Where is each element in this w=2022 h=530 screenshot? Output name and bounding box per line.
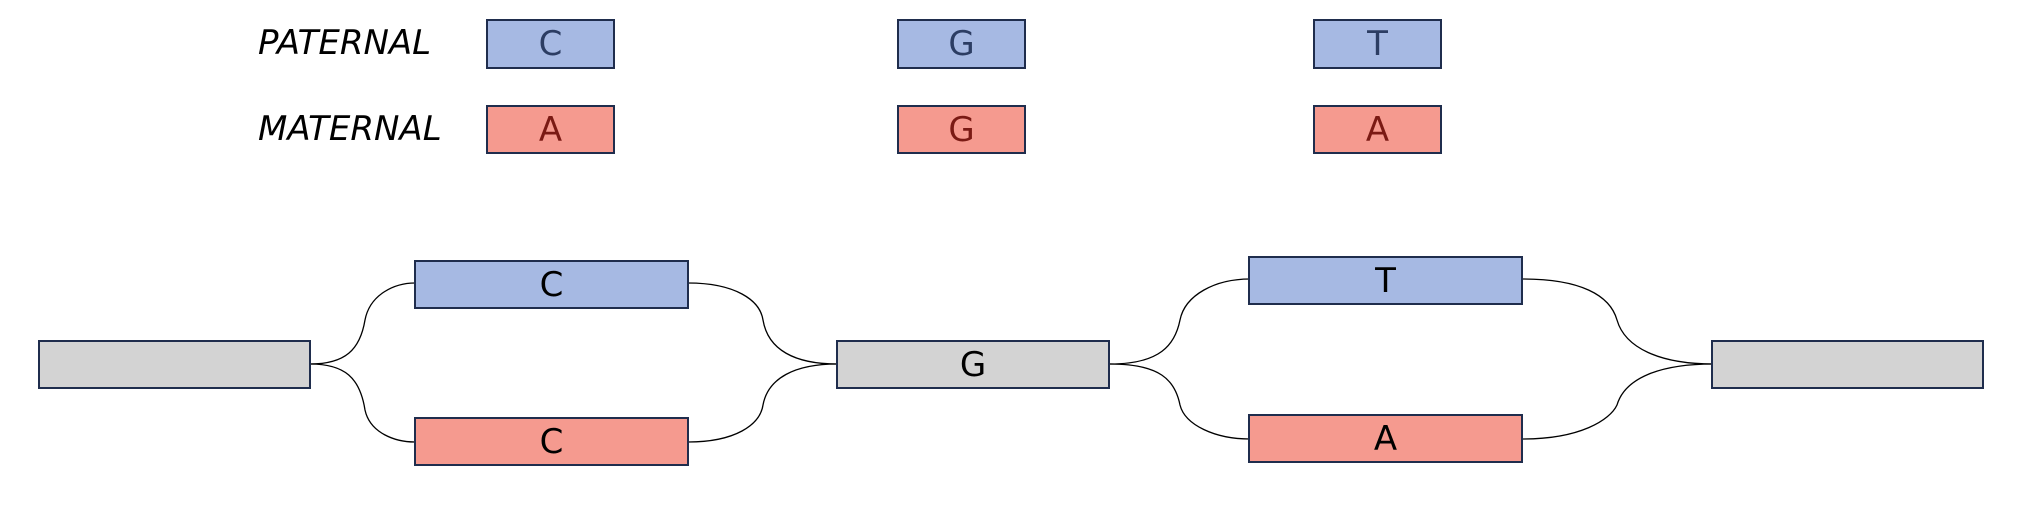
maternal-allele-3: A [1313, 105, 1442, 154]
edge-site2-to-site3-maternal [1109, 363, 1251, 440]
graph-node-site1-paternal: C [414, 260, 689, 309]
graph-node-start [38, 340, 311, 389]
edge-site3-paternal-to-end [1522, 278, 1714, 365]
paternal-allele-3: T [1313, 19, 1442, 69]
paternal-allele-1: C [486, 19, 615, 69]
maternal-allele-1: A [486, 105, 615, 154]
edge-site1-maternal-to-site2 [687, 363, 838, 443]
graph-node-site3-paternal: T [1248, 256, 1523, 305]
edge-site1-paternal-to-site2 [687, 282, 838, 365]
graph-node-site2-shared: G [836, 340, 1110, 389]
maternal-label: MATERNAL [258, 109, 442, 149]
graph-node-end [1711, 340, 1984, 389]
maternal-allele-2: G [897, 105, 1026, 154]
edge-start-to-site1-paternal [309, 282, 416, 365]
paternal-allele-2: G [897, 19, 1026, 69]
edge-site2-to-site3-paternal [1109, 278, 1251, 365]
edge-site3-maternal-to-end [1522, 363, 1714, 440]
paternal-label: PATERNAL [258, 23, 432, 63]
graph-node-site1-maternal: C [414, 417, 689, 466]
edge-start-to-site1-maternal [309, 363, 416, 443]
graph-node-site3-maternal: A [1248, 414, 1523, 463]
